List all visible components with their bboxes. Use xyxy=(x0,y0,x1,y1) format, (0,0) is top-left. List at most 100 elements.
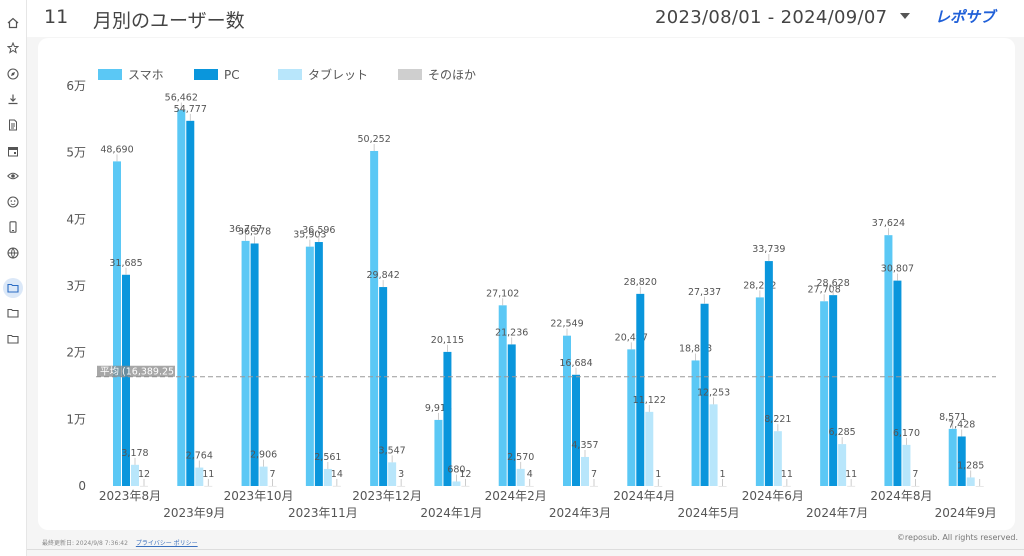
data-label: 11 xyxy=(845,469,857,480)
phone-icon[interactable] xyxy=(6,220,20,234)
data-label: 20,115 xyxy=(431,335,464,346)
y-tick-label: 3万 xyxy=(66,279,86,293)
bar-other xyxy=(461,485,470,487)
bar-pc xyxy=(764,261,773,486)
folder-icon[interactable] xyxy=(6,306,20,320)
y-tick-label: 6万 xyxy=(66,79,86,93)
data-label: 27,102 xyxy=(486,288,519,299)
bar-other xyxy=(525,485,534,487)
data-label: 9,914 xyxy=(425,403,452,414)
y-tick-label: 2万 xyxy=(66,346,86,360)
data-label: 12,253 xyxy=(697,387,730,398)
x-tick-label: 2024年4月 xyxy=(613,489,675,503)
privacy-policy-link[interactable]: プライバシー ポリシー xyxy=(135,540,198,547)
bar-other xyxy=(268,485,277,487)
x-tick-label: 2024年6月 xyxy=(742,489,804,503)
document-icon[interactable] xyxy=(6,118,20,132)
star-icon[interactable] xyxy=(6,41,20,55)
bar-smartphone xyxy=(177,109,186,486)
bar-tablet xyxy=(131,464,139,486)
bar-tablet xyxy=(966,477,975,486)
bar-smartphone xyxy=(498,305,507,486)
last-updated: 最終更新日: 2024/9/8 7:36:42 xyxy=(42,540,128,547)
divider xyxy=(27,549,1024,550)
bar-smartphone xyxy=(691,360,700,486)
data-label: 50,252 xyxy=(358,134,391,145)
data-label: 4 xyxy=(527,469,533,480)
folder-icon[interactable] xyxy=(3,278,23,298)
data-label: 2,561 xyxy=(314,452,341,463)
data-label: 30,807 xyxy=(881,264,914,275)
chevron-down-icon[interactable] xyxy=(900,13,910,19)
data-label: 28,820 xyxy=(624,277,657,288)
data-label: 12 xyxy=(459,469,471,480)
bar-smartphone xyxy=(948,428,957,486)
eye-icon[interactable] xyxy=(6,169,20,183)
data-label: 11 xyxy=(202,469,214,480)
data-label: 3,178 xyxy=(121,448,148,459)
data-label: 3,547 xyxy=(379,445,406,456)
data-label: 3 xyxy=(398,469,404,480)
data-label: 48,690 xyxy=(100,144,133,155)
bar-other xyxy=(718,485,727,487)
data-label: 28,292 xyxy=(743,280,776,291)
data-label: 28,628 xyxy=(817,278,850,289)
date-range-picker[interactable]: 2023/08/01 - 2024/09/07 xyxy=(655,7,888,28)
bar-pc xyxy=(186,120,195,486)
compass-icon[interactable] xyxy=(6,67,20,81)
data-label: 8,221 xyxy=(764,414,791,425)
legend-label-pc: PC xyxy=(224,68,240,82)
bar-other xyxy=(332,485,341,487)
globe-icon[interactable] xyxy=(6,246,20,260)
data-label: 4,357 xyxy=(571,440,598,451)
bar-tablet xyxy=(645,411,654,486)
folder-icon[interactable] xyxy=(6,332,20,346)
data-label: 16,684 xyxy=(559,358,592,369)
data-label: 2,764 xyxy=(186,451,213,462)
data-label: 18,833 xyxy=(679,343,712,354)
bar-tablet xyxy=(388,462,397,486)
y-tick-label: 5万 xyxy=(66,146,86,160)
bar-other xyxy=(911,485,920,487)
bar-tablet xyxy=(581,456,589,486)
bar-tablet xyxy=(195,467,204,486)
bar-pc xyxy=(636,293,645,486)
data-label: 2,570 xyxy=(507,452,534,463)
bar-tablet xyxy=(838,444,847,486)
download-icon[interactable] xyxy=(6,92,20,106)
bar-other xyxy=(140,485,148,487)
bar-other xyxy=(204,485,213,487)
page-number: 11 xyxy=(44,6,69,28)
calendar-icon[interactable] xyxy=(6,144,20,158)
bar-pc xyxy=(379,287,388,486)
bar-pc xyxy=(507,344,516,486)
x-tick-label: 2023年8月 xyxy=(99,489,161,503)
data-label: 36,767 xyxy=(229,224,262,235)
face-icon[interactable] xyxy=(6,195,20,209)
data-label: 27,337 xyxy=(688,287,721,298)
x-tick-label: 2023年10月 xyxy=(224,489,294,503)
data-label: 31,685 xyxy=(109,258,142,269)
data-label: 8,571 xyxy=(939,412,966,423)
x-tick-label: 2024年3月 xyxy=(549,506,611,520)
x-tick-label: 2024年7月 xyxy=(806,506,868,520)
bar-tablet xyxy=(259,466,268,486)
home-icon[interactable] xyxy=(6,16,20,30)
data-label: 11 xyxy=(781,469,793,480)
footer: 最終更新日: 2024/9/8 7:36:42 プライバシー ポリシー xyxy=(42,538,198,547)
bar-smartphone xyxy=(305,246,314,486)
bar-pc xyxy=(829,295,838,486)
bar-smartphone xyxy=(755,297,764,486)
bar-smartphone xyxy=(884,235,893,486)
bar-tablet xyxy=(773,431,782,486)
data-label: 56,462 xyxy=(165,93,198,104)
data-label: 35,903 xyxy=(293,230,326,241)
bar-other xyxy=(397,485,406,487)
bar-smartphone xyxy=(370,150,379,486)
data-label: 7,428 xyxy=(948,419,975,430)
bar-other xyxy=(654,485,663,487)
bar-tablet xyxy=(452,481,461,486)
bar-tablet xyxy=(902,444,911,486)
bar-pc xyxy=(443,351,452,486)
x-tick-label: 2023年9月 xyxy=(163,506,225,520)
